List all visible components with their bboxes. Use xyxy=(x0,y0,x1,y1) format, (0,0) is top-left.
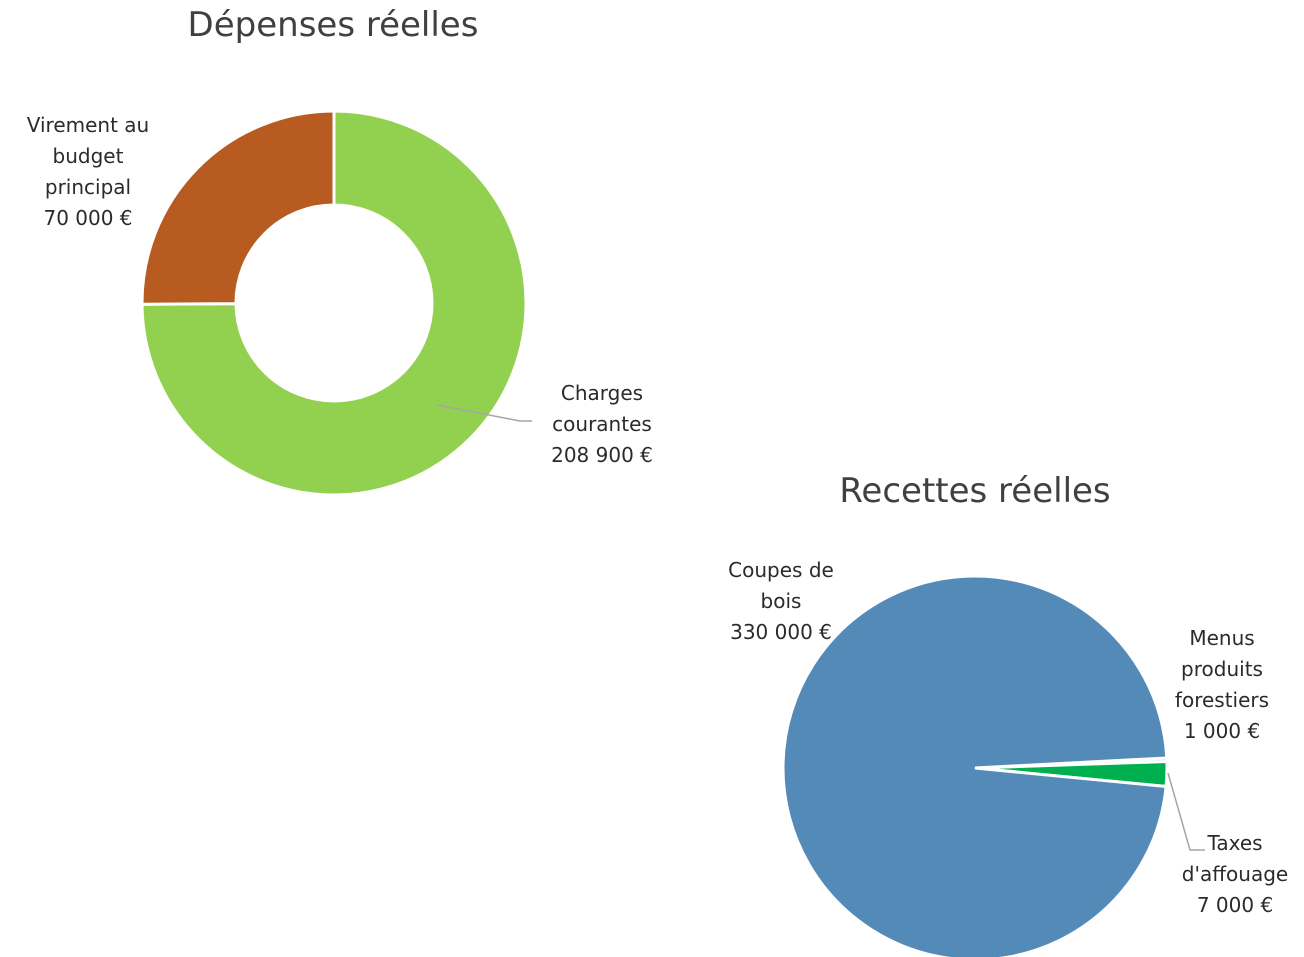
recettes-chart-title: Recettes réelles xyxy=(839,471,1110,511)
depenses-chart-title: Dépenses réelles xyxy=(188,5,479,45)
chart1-slice-2 xyxy=(781,574,1169,957)
chart1-leader-line-1 xyxy=(1167,772,1205,851)
chart1-data-label-2: Coupes de bois 330 000 € xyxy=(728,558,834,644)
depenses-donut-chart: Dépenses réelles Charges courantes 208 900… xyxy=(27,5,653,497)
chart1-data-label-0: Menus produits forestiers 1 000 € xyxy=(1175,626,1269,743)
chart0-data-label-0: Charges courantes 208 900 € xyxy=(551,381,653,467)
chart0-leader-line-0 xyxy=(436,404,532,422)
chart0-slice-0 xyxy=(140,109,528,497)
chart1-data-label-1: Taxes d'affouage 7 000 € xyxy=(1182,831,1288,917)
chart0-slice-1 xyxy=(140,109,336,306)
recettes-pie-chart: Recettes réelles Menus produits forestiers… xyxy=(728,471,1288,957)
chart0-data-label-1: Virement au budget principal 70 000 € xyxy=(27,113,149,230)
